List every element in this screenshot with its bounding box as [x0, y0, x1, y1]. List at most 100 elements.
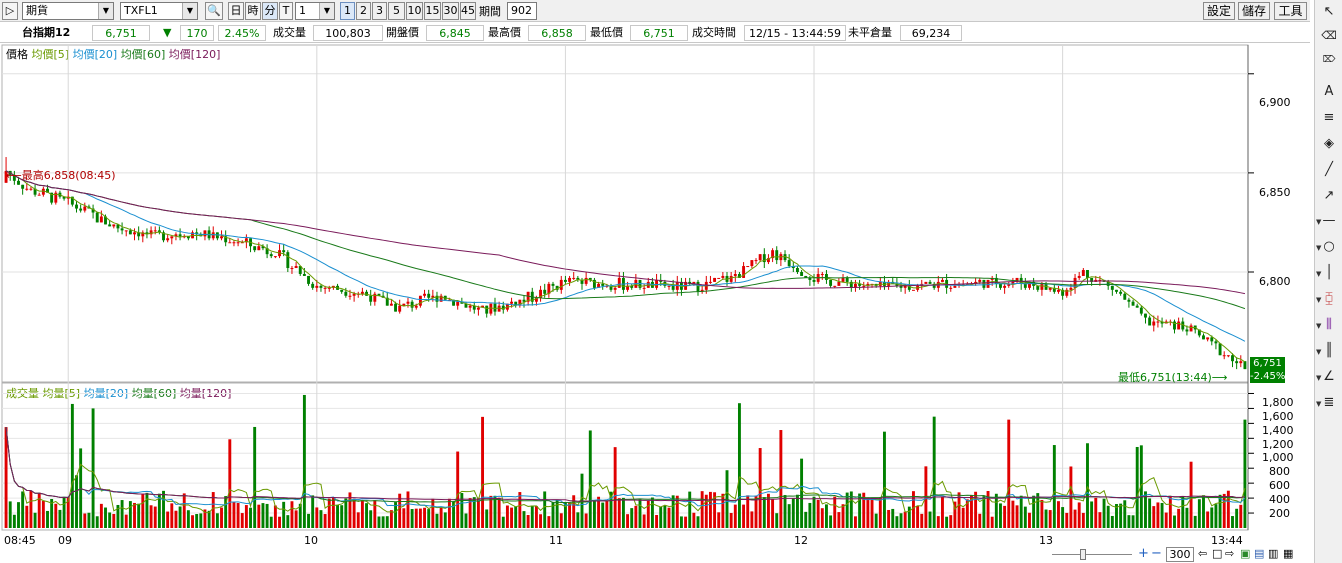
period-button-5[interactable]: 5	[388, 2, 405, 20]
period-button-2[interactable]: 2	[356, 2, 371, 20]
time-tick-1344: 13:44	[1211, 534, 1243, 547]
candle-body	[352, 293, 356, 296]
grid-lines-icon[interactable]: ║	[1325, 343, 1333, 358]
candle-body	[903, 285, 907, 288]
unit-minute-button[interactable]: 分	[262, 2, 278, 20]
scroll-left-icon[interactable]: ⇦	[1198, 547, 1208, 560]
eraser-icon[interactable]: ⌫	[1321, 29, 1337, 42]
candle-body	[145, 232, 149, 235]
circle-tool-icon[interactable]: ○	[1323, 239, 1335, 254]
settings-button[interactable]: 設定	[1203, 2, 1235, 20]
legend-ma120: 均價[120]	[168, 48, 221, 61]
candle-body	[663, 281, 667, 286]
category-select[interactable]: 期貨 ▼	[22, 2, 114, 20]
erase-all-icon[interactable]: ⌦	[1322, 55, 1336, 65]
vertical-line-icon[interactable]: │	[1325, 265, 1333, 280]
chevron-down-icon[interactable]: ▼	[1316, 270, 1322, 278]
tools-button[interactable]: 工具	[1274, 2, 1307, 20]
candle-body	[878, 281, 882, 286]
candle-body	[290, 268, 294, 270]
chevron-down-icon[interactable]: ▼	[1316, 348, 1322, 356]
volume-bar	[518, 492, 522, 528]
price-ma-line-5	[5, 170, 1246, 363]
unit-tick-button[interactable]: T	[279, 2, 293, 20]
volume-bar	[402, 508, 406, 528]
candle-body	[439, 295, 443, 302]
volume-bar	[945, 516, 949, 528]
chevron-down-icon[interactable]: ▼	[1316, 322, 1322, 330]
vol-tick-1400: 1,400	[1262, 424, 1294, 437]
volume-bar	[137, 503, 141, 528]
line-tool-icon[interactable]: ╱	[1325, 162, 1333, 177]
save-disk-icon[interactable]: ▤	[1254, 547, 1265, 560]
zoom-value-input[interactable]: 300	[1166, 547, 1194, 562]
save-button[interactable]: 儲存	[1238, 2, 1270, 20]
horizontal-line-icon[interactable]: —	[1322, 213, 1336, 228]
symbol-select[interactable]: TXFL1 ▼	[120, 2, 198, 20]
time-tick-11: 11	[549, 534, 563, 547]
volume-bar	[795, 494, 799, 528]
interval-select[interactable]: 1 ▼	[295, 2, 335, 20]
candle-body	[25, 188, 29, 190]
chevron-down-icon[interactable]: ▼	[1316, 244, 1322, 252]
bars-tool-icon[interactable]: ⫼	[1326, 317, 1332, 332]
unit-day-button[interactable]: 日	[228, 2, 244, 20]
chevron-down-icon[interactable]: ▼	[1316, 218, 1322, 226]
stop-icon[interactable]: □	[1212, 547, 1223, 560]
candle-body	[858, 283, 862, 286]
fibonacci-icon[interactable]: ≣	[1323, 395, 1335, 410]
candle-body	[999, 283, 1002, 288]
candle-body	[1102, 279, 1106, 282]
candle-body	[750, 260, 754, 267]
period-button-3[interactable]: 3	[372, 2, 387, 20]
period-button-10[interactable]: 10	[406, 2, 423, 20]
vol-tick-800: 800	[1269, 465, 1290, 478]
search-icon[interactable]: 🔍	[205, 2, 223, 20]
legend-price: 價格	[6, 48, 28, 61]
ray-tool-icon[interactable]: ↗	[1323, 188, 1335, 203]
period-button-1[interactable]: 1	[340, 2, 355, 20]
unit-hour-button[interactable]: 時	[245, 2, 261, 20]
candle-body	[572, 277, 576, 279]
candle-body	[762, 254, 766, 263]
zoom-in-icon[interactable]: +	[1138, 546, 1149, 561]
last-price: 6,751	[92, 25, 150, 41]
candle-body	[978, 279, 982, 282]
print-icon[interactable]: ▥	[1268, 547, 1279, 560]
candle-body	[166, 238, 170, 241]
candle-tool-icon[interactable]: ⧮	[1324, 291, 1334, 306]
candle-body	[1110, 285, 1114, 290]
volume-bar	[290, 501, 294, 528]
chevron-down-icon[interactable]: ▼	[1316, 400, 1322, 408]
period-button-45[interactable]: 45	[460, 2, 476, 20]
chevron-down-icon[interactable]: ▼	[1316, 296, 1322, 304]
period-count-input[interactable]: 902	[507, 2, 537, 20]
volume-bar	[327, 498, 331, 528]
image-icon[interactable]: ▦	[1283, 547, 1294, 560]
period-button-30[interactable]: 30	[442, 2, 459, 20]
candle-body	[1139, 307, 1143, 314]
pointer-icon[interactable]: ↖	[1323, 4, 1335, 19]
volume-bar	[203, 509, 207, 528]
scroll-right-icon[interactable]: ⇨	[1225, 547, 1235, 560]
candle-body	[804, 275, 808, 278]
text-icon[interactable]: A	[1324, 84, 1334, 99]
excel-icon[interactable]: ▣	[1240, 547, 1251, 560]
zoom-out-icon[interactable]: −	[1151, 546, 1162, 561]
play-icon[interactable]: ▷	[2, 2, 18, 20]
chart-canvas[interactable]	[0, 0, 1310, 563]
volume-bar	[418, 508, 422, 528]
volume-bar	[1152, 506, 1156, 528]
angle-tool-icon[interactable]: ∠	[1323, 369, 1335, 384]
zoom-slider-track[interactable]	[1052, 554, 1132, 555]
candle-body	[278, 250, 281, 257]
fill-icon[interactable]: ◈	[1324, 136, 1334, 151]
zoom-slider-handle[interactable]	[1080, 549, 1086, 560]
candle-body	[481, 305, 485, 308]
lines-icon[interactable]: ≡	[1323, 110, 1335, 125]
volume-bar	[443, 512, 447, 528]
candle-body	[1193, 325, 1197, 330]
chevron-down-icon[interactable]: ▼	[1316, 374, 1322, 382]
period-button-15[interactable]: 15	[424, 2, 441, 20]
candle-body	[236, 242, 240, 244]
